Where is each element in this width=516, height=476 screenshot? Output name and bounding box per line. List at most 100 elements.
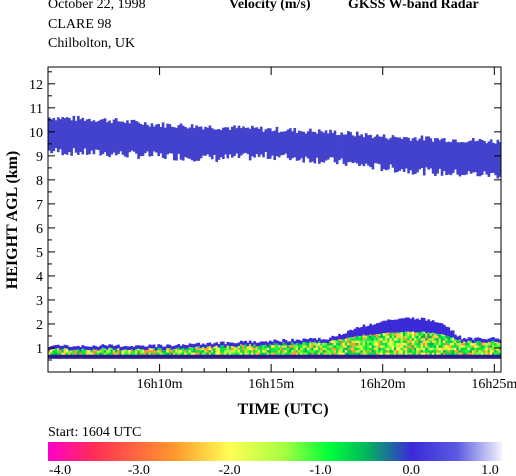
- lower-layer-cell: [465, 342, 468, 346]
- lower-layer-cell: [242, 352, 245, 356]
- lower-layer-cell: [242, 347, 245, 351]
- lower-layer-cap: [172, 345, 176, 350]
- lower-layer-cell: [181, 352, 185, 356]
- upper-layer-column: [289, 128, 292, 161]
- lower-layer-cell: [297, 352, 301, 356]
- lower-layer-cell: [362, 352, 366, 356]
- lower-layer-cell: [175, 348, 178, 351]
- lower-layer-cap: [94, 346, 98, 350]
- lower-layer-cell: [447, 340, 451, 344]
- lower-layer-cell: [431, 342, 435, 346]
- lower-layer-cell: [463, 345, 466, 348]
- lower-layer-cell: [442, 349, 446, 353]
- upper-layer-column: [340, 132, 343, 159]
- lower-layer-cell: [431, 337, 435, 341]
- upper-layer-column: [438, 140, 442, 169]
- lower-layer-cell: [309, 342, 312, 346]
- lower-layer-cell: [324, 345, 328, 348]
- lower-layer-cell: [181, 349, 185, 353]
- lower-layer-cell: [117, 348, 120, 351]
- lower-layer-cell: [440, 340, 444, 344]
- lower-layer-cell: [199, 352, 203, 356]
- lower-layer-cell: [489, 341, 493, 344]
- lower-layer-cell: [199, 348, 203, 351]
- lower-layer-cell: [389, 335, 393, 339]
- lower-layer-cell: [293, 347, 297, 351]
- lower-layer-cap: [476, 337, 480, 341]
- lower-layer-cell: [306, 347, 310, 351]
- lower-layer-cell: [360, 347, 364, 351]
- lower-layer-cell: [52, 352, 56, 356]
- lower-layer-cell: [469, 342, 473, 346]
- upper-layer-column: [83, 120, 87, 149]
- lower-layer-cell: [369, 334, 372, 336]
- lower-layer-cell: [213, 347, 216, 351]
- lower-layer-cell: [358, 349, 361, 353]
- lower-layer-cap: [130, 346, 134, 350]
- lower-layer-cell: [139, 349, 143, 353]
- lower-layer-cell: [255, 347, 259, 351]
- lower-layer-cell: [445, 342, 448, 346]
- lower-layer-cell: [99, 349, 102, 351]
- lower-layer-cell: [494, 345, 497, 348]
- lower-layer-cap: [413, 319, 417, 333]
- lower-layer-cell: [353, 340, 357, 344]
- upper-layer-column: [480, 139, 484, 175]
- lower-layer-cell: [108, 347, 111, 351]
- upper-layer-column: [291, 131, 294, 159]
- lower-layer-cell: [373, 337, 377, 341]
- lower-layer-cell: [148, 352, 152, 356]
- lower-layer-cell: [215, 347, 218, 351]
- lower-layer-cap: [485, 339, 489, 344]
- lower-layer-cap: [137, 345, 140, 349]
- lower-layer-cell: [378, 335, 381, 339]
- lower-layer-cell: [467, 349, 471, 353]
- lower-layer-cap: [474, 337, 477, 342]
- lower-layer-cell: [233, 346, 236, 348]
- upper-layer-column: [257, 128, 261, 157]
- lower-layer-cell: [494, 342, 497, 346]
- upper-layer-column: [150, 123, 154, 156]
- lower-layer-cell: [402, 349, 406, 353]
- lower-layer-cell: [498, 345, 501, 348]
- y-tick-label: 12: [29, 78, 43, 93]
- upper-layer-column: [458, 142, 462, 177]
- lower-layer-cell: [411, 345, 415, 348]
- x-tick-label: 16h20m: [360, 377, 406, 392]
- upper-layer-column: [68, 117, 71, 153]
- lower-layer-cap: [471, 339, 475, 344]
- lower-layer-cell: [451, 337, 455, 341]
- lower-layer-cell: [387, 352, 390, 356]
- lower-layer-cell: [128, 352, 131, 356]
- upper-layer-column: [50, 119, 53, 154]
- lower-layer-cap: [204, 344, 207, 349]
- lower-layer-cap: [148, 344, 152, 349]
- lower-layer-cell: [135, 352, 138, 356]
- lower-layer-cell: [177, 347, 181, 351]
- lower-layer-cell: [309, 345, 312, 348]
- lower-layer-cap: [103, 345, 107, 349]
- lower-layer-cell: [369, 347, 372, 351]
- lower-layer-cap: [483, 339, 486, 343]
- lower-layer-cell: [344, 352, 348, 356]
- lower-layer-cell: [248, 344, 252, 346]
- lower-layer-cap: [242, 341, 245, 346]
- lower-layer-cell: [255, 352, 259, 356]
- lower-layer-cell: [304, 349, 308, 353]
- lower-layer-cell: [418, 337, 422, 341]
- lower-layer-cell: [302, 342, 306, 344]
- upper-layer-column: [353, 136, 357, 163]
- upper-layer-column: [72, 115, 76, 149]
- lower-layer-cell: [420, 337, 424, 341]
- lower-layer-cell: [367, 347, 370, 351]
- lower-layer-cell: [293, 344, 297, 346]
- lower-layer-cell: [434, 349, 437, 353]
- lower-layer-cell: [344, 349, 348, 353]
- lower-layer-cell: [485, 352, 489, 356]
- lower-layer-cell: [445, 340, 448, 344]
- upper-layer-column: [271, 131, 274, 156]
- lower-layer-cell: [382, 345, 386, 348]
- lower-layer-cell: [371, 342, 375, 346]
- lower-layer-cell: [56, 352, 60, 356]
